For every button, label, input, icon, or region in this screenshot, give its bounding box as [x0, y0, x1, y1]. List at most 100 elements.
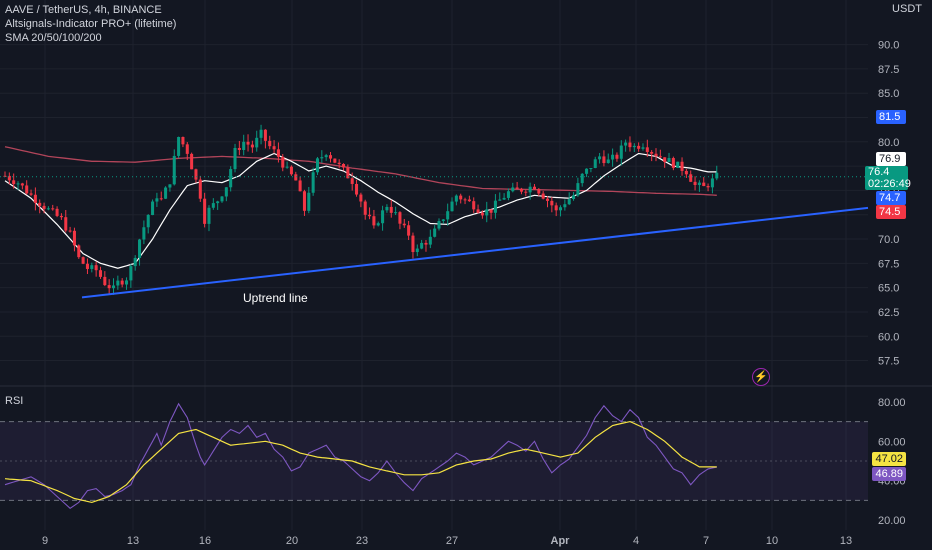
- candle-down: [20, 183, 24, 186]
- symbol-title[interactable]: AAVE / TetherUS, 4h, BINANCE: [5, 4, 162, 16]
- candle-up: [611, 154, 615, 160]
- price-tick-label: 85.0: [878, 88, 899, 100]
- candle-down: [181, 136, 185, 145]
- candle-up: [450, 201, 454, 212]
- candle-up: [606, 159, 610, 164]
- candle-up: [211, 203, 215, 208]
- candle-down: [350, 178, 354, 184]
- candle-down: [281, 156, 285, 168]
- candle-up: [172, 155, 176, 185]
- candle-up: [593, 159, 597, 169]
- candle-down: [68, 230, 72, 232]
- price-tag-blue-top: 81.5: [876, 110, 906, 124]
- current-price: 76.4: [868, 166, 890, 178]
- candle-up: [576, 183, 580, 196]
- candles: [0, 124, 868, 295]
- candle-down: [98, 270, 102, 277]
- candle-down: [554, 205, 558, 211]
- candle-down: [489, 209, 493, 213]
- candle-down: [407, 225, 411, 236]
- candle-down: [185, 144, 189, 154]
- indicator-name[interactable]: Altsignals-Indicator PRO+ (lifetime): [5, 18, 177, 30]
- trendline-group: [81, 206, 869, 299]
- candle-down: [368, 214, 372, 217]
- candle-down: [459, 195, 463, 200]
- candle-down: [159, 198, 163, 200]
- candle-up: [125, 280, 129, 285]
- sma-red-line: [4, 146, 717, 196]
- rsi-pane-label[interactable]: RSI: [5, 395, 24, 407]
- candle-up: [285, 166, 289, 168]
- candle-up: [572, 195, 576, 200]
- candle-up: [528, 186, 532, 193]
- candle-down: [337, 162, 341, 164]
- bar-countdown: 02:26:49: [868, 178, 911, 190]
- candle-down: [615, 154, 619, 159]
- candle-down: [398, 212, 402, 224]
- rsi-line: [4, 402, 717, 509]
- price-tag-blue-mid: 74.7: [876, 191, 906, 205]
- candle-up: [229, 169, 233, 188]
- candle-up: [437, 221, 441, 229]
- candle-up: [46, 208, 50, 210]
- candle-up: [589, 168, 593, 170]
- candle-down: [467, 199, 471, 202]
- candle-up: [598, 156, 602, 160]
- candle-up: [324, 155, 328, 158]
- time-tick-label: 7: [703, 535, 709, 547]
- candle-down: [524, 191, 528, 193]
- sma-indicator-name[interactable]: SMA 20/50/100/200: [5, 32, 102, 44]
- candle-down: [328, 155, 333, 159]
- candle-up: [142, 227, 146, 240]
- price-tick-label: 60.0: [878, 331, 899, 343]
- time-tick-label: 4: [633, 535, 639, 547]
- candle-down: [463, 199, 467, 201]
- candle-down: [480, 212, 484, 216]
- candle-down: [276, 149, 280, 157]
- candle-down: [59, 215, 63, 218]
- candle-up: [129, 266, 133, 281]
- candle-down: [372, 216, 376, 226]
- candle-up: [133, 257, 137, 267]
- price-tick-label: 65.0: [878, 283, 899, 295]
- candle-up: [585, 168, 589, 174]
- candle-down: [29, 193, 33, 195]
- candle-up: [111, 285, 116, 289]
- chart-legend: AAVE / TetherUS, 4h, BINANCE Altsignals-…: [5, 3, 176, 45]
- candle-down: [550, 200, 554, 206]
- candle-down: [476, 209, 480, 213]
- candle-up: [155, 198, 159, 202]
- price-tick-label: 62.5: [878, 307, 899, 319]
- candle-up: [420, 242, 424, 249]
- rsi-band: [0, 421, 868, 501]
- candle-up: [454, 195, 458, 202]
- candle-down: [77, 245, 81, 258]
- candle-up: [164, 187, 168, 199]
- price-tag-white-sma: 76.9: [876, 152, 906, 166]
- uptrend-line: [81, 206, 869, 299]
- candle-up: [376, 223, 380, 226]
- candle-down: [72, 230, 76, 246]
- candle-up: [320, 157, 324, 159]
- candle-down: [645, 147, 649, 152]
- candle-down: [55, 208, 59, 216]
- candle-down: [355, 183, 359, 195]
- candle-down: [12, 180, 16, 185]
- candle-up: [641, 147, 645, 149]
- price-tag-red: 74.5: [876, 205, 906, 219]
- candle-up: [710, 178, 714, 188]
- candle-down: [289, 166, 293, 175]
- lightning-icon[interactable]: ⚡: [752, 368, 770, 386]
- candle-down: [658, 156, 662, 158]
- candle-down: [363, 201, 367, 215]
- price-tick-label: 57.5: [878, 356, 899, 368]
- candle-up: [498, 199, 502, 201]
- candle-down: [51, 208, 55, 210]
- candle-up: [385, 206, 389, 211]
- time-axis-labels: 9 13 16 20 23 27 Apr 4 7 10 13: [42, 535, 852, 547]
- candle-up: [619, 145, 623, 159]
- sma-white-line: [4, 152, 717, 269]
- candle-down: [33, 194, 37, 203]
